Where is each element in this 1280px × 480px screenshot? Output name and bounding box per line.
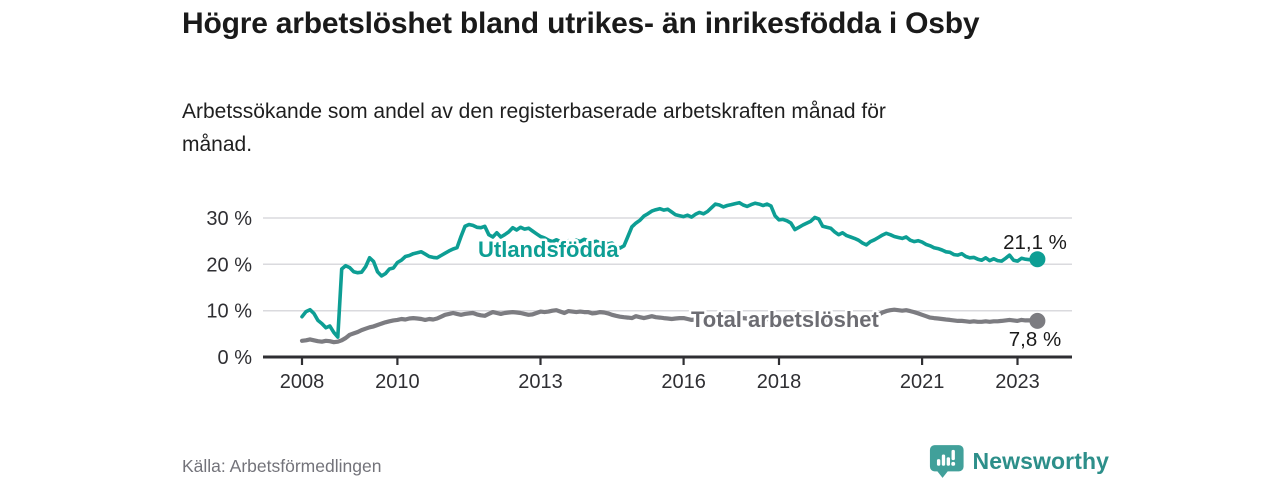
x-tick-label-2008: 2008 xyxy=(280,371,325,393)
newsworthy-logo: Newsworthy xyxy=(929,443,1109,480)
end-value-annotation-utlandsfodda: 21,1 % xyxy=(1003,231,1067,254)
series-line-utlandsfodda xyxy=(300,200,1040,339)
series-label-total: Total arbetslöshet xyxy=(691,307,880,332)
y-tick-label-10: 10 % xyxy=(206,301,252,323)
end-value-annotation-total: 7,8 % xyxy=(1009,328,1061,351)
x-tick-label-2010: 2010 xyxy=(375,371,420,393)
x-tick-label-2018: 2018 xyxy=(757,371,802,393)
source-note: Källa: Arbetsförmedlingen xyxy=(182,456,382,476)
series-label-utlandsfodda: Utlandsfödda xyxy=(478,237,619,262)
series-line-total xyxy=(299,307,1040,345)
gridlines xyxy=(263,217,1072,312)
newsworthy-logo-icon xyxy=(929,445,964,478)
x-tick-label-2021: 2021 xyxy=(900,371,945,393)
y-tick-label-20: 20 % xyxy=(206,254,252,276)
y-tick-label-30: 30 % xyxy=(206,208,252,230)
series-lines xyxy=(299,200,1046,345)
y-tick-label-0: 0 % xyxy=(218,347,253,369)
series-labels-and-annotations: Utlandsfödda 21,1 % Total arbetslöshet 7,8 … xyxy=(476,229,1069,353)
bar-chart-glyph xyxy=(936,449,956,466)
x-tick-label-2016: 2016 xyxy=(661,371,706,393)
series-end-dot-utlandsfodda xyxy=(1029,251,1046,268)
chart-subtitle: Arbetssökande som andel av den registerb… xyxy=(182,100,886,156)
chart-title: Högre arbetslöshet bland utrikes- än inr… xyxy=(182,7,980,40)
x-tick-label-2013: 2013 xyxy=(518,371,563,393)
x-tick-label-2023: 2023 xyxy=(995,371,1040,393)
axes: 0 % 10 % 20 % 30 % 2008 2010 2013 2016 2018 2021 2… xyxy=(206,208,1072,393)
newsworthy-logo-text: Newsworthy xyxy=(972,448,1109,474)
series-end-dot-total xyxy=(1029,312,1046,329)
